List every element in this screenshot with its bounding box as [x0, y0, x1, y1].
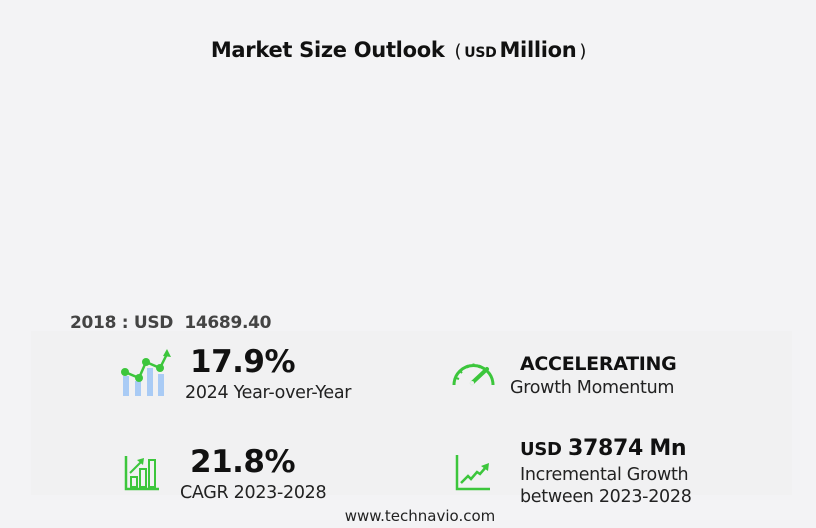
yoy-value: 17.9% — [190, 344, 296, 380]
chart-title-text: Market Size Outlook — [210, 38, 445, 62]
incremental-amount: 37874 — [567, 436, 643, 461]
momentum-value: ACCELERATING — [520, 353, 677, 375]
yoy-label: 2024 Year-over-Year — [185, 383, 352, 403]
cagr-value: 21.8% — [190, 444, 296, 480]
chart-plot-area — [60, 80, 760, 305]
momentum-label: Growth Momentum — [510, 378, 675, 398]
unit-close-paren: ) — [579, 41, 587, 62]
line-chart-arrow-icon — [455, 455, 491, 491]
incremental-value: USD 37874 Mn — [520, 436, 687, 461]
source-url: www.technavio.com — [344, 507, 496, 525]
speedometer-icon — [451, 359, 496, 387]
cagr-label: CAGR 2023-2028 — [180, 483, 327, 503]
metrics-panel — [31, 331, 792, 495]
incremental-unit: Mn — [649, 436, 687, 461]
incremental-currency: USD — [520, 439, 562, 460]
bar-line-growth-icon — [119, 349, 171, 397]
unit-scale: Million — [499, 38, 577, 62]
unit-currency: USD — [464, 45, 497, 61]
incremental-label-line1: Incremental Growth — [520, 465, 689, 485]
incremental-label-line2: between 2023-2028 — [520, 487, 692, 507]
bar-chart-arrow-icon — [124, 455, 160, 491]
chart-title: Market Size Outlook (USD Million) — [0, 38, 800, 62]
base-year-label: 2018 : USD 14689.40 — [70, 313, 272, 333]
unit-open-paren: ( — [454, 41, 462, 62]
